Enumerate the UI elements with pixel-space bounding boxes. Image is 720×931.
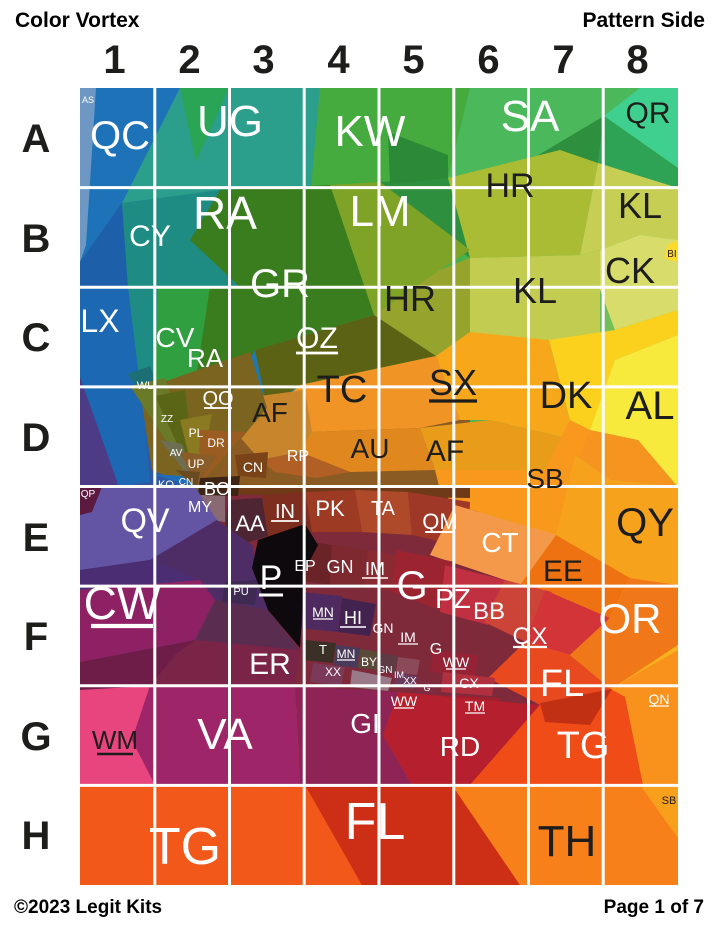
svg-text:TM: TM xyxy=(465,698,485,714)
svg-text:UP: UP xyxy=(188,457,205,471)
svg-text:AL: AL xyxy=(626,384,675,428)
svg-text:QV: QV xyxy=(120,502,169,540)
svg-text:DK: DK xyxy=(540,375,593,417)
svg-text:EP: EP xyxy=(294,558,315,575)
svg-text:AF: AF xyxy=(426,435,464,468)
svg-text:QO: QO xyxy=(202,388,233,410)
svg-text:HI: HI xyxy=(344,608,362,628)
svg-text:BI: BI xyxy=(667,249,676,260)
svg-text:MY: MY xyxy=(188,499,212,516)
svg-text:QX: QX xyxy=(513,623,548,650)
svg-text:BB: BB xyxy=(473,598,505,625)
svg-text:CW: CW xyxy=(84,577,161,629)
svg-text:RA: RA xyxy=(187,343,224,373)
svg-text:CY: CY xyxy=(129,220,171,253)
svg-text:TG: TG xyxy=(149,818,221,876)
svg-text:KO: KO xyxy=(158,479,174,491)
svg-text:G: G xyxy=(430,641,442,658)
svg-text:ZZ: ZZ xyxy=(161,414,173,425)
svg-text:HR: HR xyxy=(384,278,436,319)
svg-text:AF: AF xyxy=(252,397,288,428)
svg-text:QP: QP xyxy=(81,489,96,500)
svg-text:WW: WW xyxy=(391,693,418,709)
svg-text:KW: KW xyxy=(335,107,406,156)
svg-text:AS: AS xyxy=(82,95,94,105)
svg-text:CN: CN xyxy=(179,477,193,488)
svg-text:XX: XX xyxy=(325,665,341,679)
svg-text:SX: SX xyxy=(429,362,477,403)
svg-text:SA: SA xyxy=(501,92,560,141)
svg-text:QM: QM xyxy=(422,509,457,534)
svg-text:GN: GN xyxy=(327,557,354,577)
svg-text:MN: MN xyxy=(312,604,334,620)
svg-text:FL: FL xyxy=(345,793,406,851)
svg-text:TA: TA xyxy=(371,498,396,520)
svg-text:AU: AU xyxy=(351,433,390,464)
svg-text:EE: EE xyxy=(543,555,583,588)
svg-text:TH: TH xyxy=(538,817,597,866)
svg-text:QY: QY xyxy=(616,501,674,545)
svg-text:PK: PK xyxy=(315,496,345,521)
svg-text:RP: RP xyxy=(287,448,309,465)
svg-text:CK: CK xyxy=(605,250,655,291)
svg-text:OZ: OZ xyxy=(296,322,338,355)
svg-text:T: T xyxy=(319,642,327,657)
svg-text:G: G xyxy=(423,683,430,693)
svg-text:WW: WW xyxy=(443,654,470,670)
svg-text:LM: LM xyxy=(349,187,410,236)
svg-text:P: P xyxy=(260,559,283,597)
svg-text:CV: CV xyxy=(156,322,195,353)
svg-text:FL: FL xyxy=(540,663,584,705)
svg-text:TG: TG xyxy=(557,725,610,767)
svg-text:IN: IN xyxy=(275,501,295,523)
svg-text:PU: PU xyxy=(233,586,248,598)
svg-text:WL: WL xyxy=(137,380,154,392)
svg-text:GR: GR xyxy=(250,262,310,306)
svg-text:CN: CN xyxy=(243,459,263,475)
svg-text:IM: IM xyxy=(394,670,404,680)
svg-text:PZ: PZ xyxy=(435,583,471,614)
svg-text:OR: OR xyxy=(599,595,662,642)
svg-text:QN: QN xyxy=(649,691,670,707)
svg-text:QC: QC xyxy=(90,114,150,158)
svg-text:IM: IM xyxy=(400,629,416,645)
svg-text:GI: GI xyxy=(350,708,380,739)
svg-text:G: G xyxy=(396,564,427,608)
svg-text:AV: AV xyxy=(170,448,183,459)
svg-text:MN: MN xyxy=(337,647,356,661)
svg-text:HR: HR xyxy=(485,167,534,205)
svg-text:RD: RD xyxy=(440,731,480,762)
svg-text:VA: VA xyxy=(197,710,253,759)
svg-text:PL: PL xyxy=(189,426,204,440)
svg-text:AA: AA xyxy=(235,511,265,536)
svg-text:SB: SB xyxy=(662,795,677,807)
svg-text:WM: WM xyxy=(92,725,138,755)
svg-text:CT: CT xyxy=(481,527,518,558)
svg-text:KL: KL xyxy=(513,270,557,311)
svg-text:ER: ER xyxy=(249,648,291,681)
svg-text:IM: IM xyxy=(365,559,385,579)
svg-text:RA: RA xyxy=(193,187,257,239)
svg-text:GN: GN xyxy=(378,665,393,676)
svg-text:SB: SB xyxy=(526,463,563,494)
svg-text:UG: UG xyxy=(197,97,263,146)
svg-text:KL: KL xyxy=(618,185,662,226)
svg-text:BO: BO xyxy=(204,479,230,499)
svg-text:CX: CX xyxy=(459,675,479,691)
svg-text:DR: DR xyxy=(207,436,225,450)
svg-text:BY: BY xyxy=(361,655,377,669)
svg-text:XX: XX xyxy=(403,676,417,687)
svg-text:TC: TC xyxy=(317,369,368,411)
svg-text:QR: QR xyxy=(626,97,671,130)
svg-text:GN: GN xyxy=(373,620,394,636)
svg-text:LX: LX xyxy=(80,303,119,339)
